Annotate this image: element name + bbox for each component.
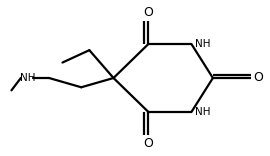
Text: NH: NH bbox=[195, 39, 211, 49]
Text: NH: NH bbox=[195, 107, 211, 117]
Text: O: O bbox=[143, 6, 153, 19]
Text: O: O bbox=[253, 71, 263, 85]
Text: NH: NH bbox=[20, 73, 35, 83]
Text: O: O bbox=[143, 137, 153, 150]
